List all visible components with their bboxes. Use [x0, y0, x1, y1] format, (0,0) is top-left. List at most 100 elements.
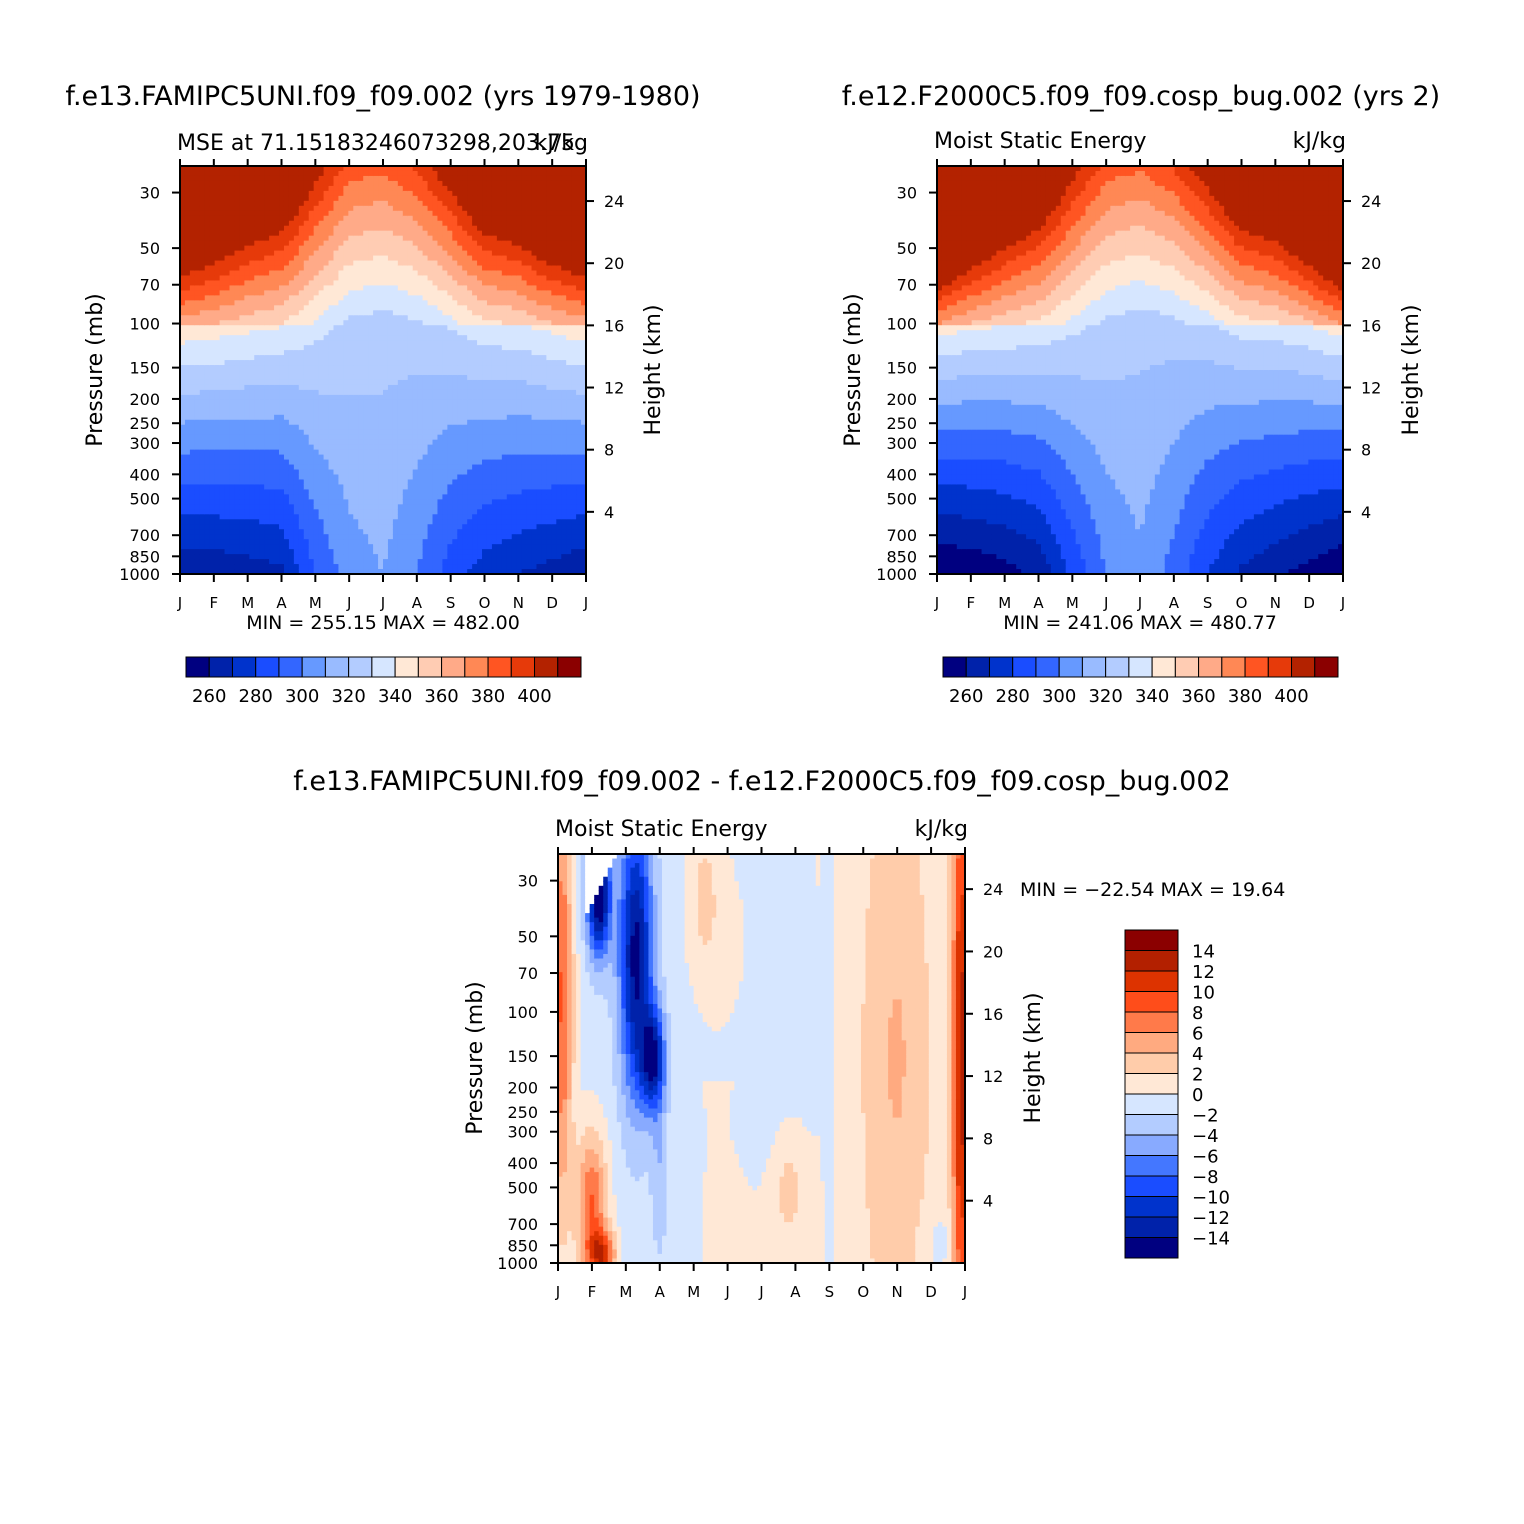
contour-cell	[230, 330, 236, 336]
contour-cell	[244, 554, 250, 560]
contour-cell	[244, 380, 250, 386]
contour-cell	[299, 315, 305, 321]
contour-cell	[309, 460, 315, 466]
contour-cell	[279, 320, 285, 326]
contour-cell	[249, 305, 255, 311]
contour-cell	[230, 275, 236, 281]
contour-cell	[195, 325, 201, 331]
contour-cell	[249, 270, 255, 276]
contour-cell	[269, 375, 275, 381]
contour-cell	[274, 430, 280, 436]
contour-cell	[269, 415, 275, 421]
contour-cell	[249, 236, 255, 242]
contour-cell	[200, 425, 206, 431]
contour-cell	[279, 295, 285, 301]
contour-cell	[269, 216, 275, 222]
contour-cell	[210, 390, 216, 396]
contour-cell	[309, 415, 315, 421]
contour-cell	[259, 455, 265, 461]
contour-cell	[234, 559, 240, 565]
contour-cell	[254, 365, 260, 371]
contour-cell	[254, 460, 260, 466]
contour-cell	[205, 460, 211, 466]
contour-cell	[225, 365, 231, 371]
contour-cell	[215, 295, 221, 301]
contour-cell	[220, 400, 226, 406]
contour-cell	[269, 509, 275, 515]
contour-cell	[269, 206, 275, 212]
contour-cell	[289, 266, 295, 272]
contour-cell	[274, 360, 280, 366]
contour-cell	[249, 285, 255, 291]
contour-cell	[289, 295, 295, 301]
contour-cell	[205, 499, 211, 505]
contour-cell	[185, 355, 191, 361]
contour-cell	[220, 350, 226, 356]
contour-cell	[254, 295, 260, 301]
contour-cell	[225, 549, 231, 555]
contour-cell	[309, 345, 315, 351]
contour-cell	[294, 176, 300, 182]
contour-cell	[279, 415, 285, 421]
contour-cell	[289, 524, 295, 530]
contour-cell	[230, 405, 236, 411]
contour-cell	[215, 509, 221, 515]
contour-cell	[220, 261, 226, 267]
contour-cell	[304, 549, 310, 555]
contour-cell	[210, 445, 216, 451]
contour-cell	[249, 549, 255, 555]
contour-cell	[279, 425, 285, 431]
contour-cell	[200, 479, 206, 485]
contour-cell	[289, 251, 295, 257]
contour-cell	[190, 489, 196, 495]
contour-cell	[225, 554, 231, 560]
contour-cell	[239, 405, 245, 411]
contour-cell	[239, 400, 245, 406]
contour-cell	[244, 176, 250, 182]
contour-cell	[254, 266, 260, 272]
contour-cell	[304, 251, 310, 257]
contour-cell	[274, 365, 280, 371]
contour-cell	[284, 559, 290, 565]
contour-cell	[220, 524, 226, 530]
contour-cell	[225, 524, 231, 530]
contour-cell	[254, 300, 260, 306]
contour-cell	[269, 315, 275, 321]
contour-cell	[185, 484, 191, 490]
contour-cell	[230, 231, 236, 237]
contour-cell	[249, 370, 255, 376]
contour-cell	[259, 514, 265, 520]
contour-cell	[289, 539, 295, 545]
contour-cell	[259, 310, 265, 316]
contour-cell	[299, 549, 305, 555]
contour-cell	[239, 201, 245, 207]
contour-cell	[225, 509, 231, 515]
contour-cell	[309, 355, 315, 361]
contour-cell	[269, 305, 275, 311]
contour-cell	[220, 470, 226, 476]
contour-cell	[304, 211, 310, 217]
contour-cell	[234, 261, 240, 267]
contour-cell	[215, 390, 221, 396]
contour-cell	[210, 539, 216, 545]
contour-cell	[225, 375, 231, 381]
contour-cell	[274, 355, 280, 361]
contour-cell	[269, 340, 275, 346]
contour-cell	[294, 395, 300, 401]
contour-cell	[215, 236, 221, 242]
contour-cell	[190, 514, 196, 520]
contour-cell	[254, 270, 260, 276]
contour-cell	[230, 285, 236, 291]
contour-cell	[309, 360, 315, 366]
contour-cell	[289, 465, 295, 471]
contour-cell	[225, 489, 231, 495]
contour-cell	[225, 226, 231, 232]
contour-cell	[309, 181, 315, 187]
contour-cell	[195, 499, 201, 505]
contour-cell	[185, 285, 191, 291]
contour-cell	[210, 315, 216, 321]
contour-cell	[279, 251, 285, 257]
contour-cell	[304, 430, 310, 436]
contour-cell	[230, 295, 236, 301]
contour-cell	[249, 325, 255, 331]
